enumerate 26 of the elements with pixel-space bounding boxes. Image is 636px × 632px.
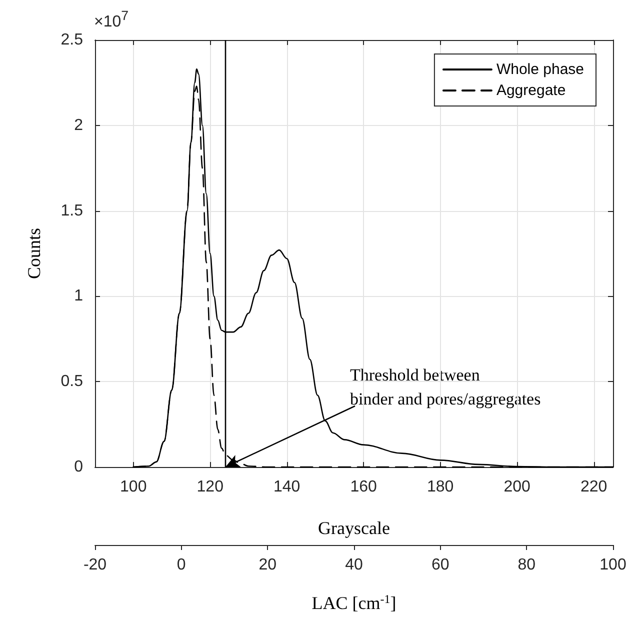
x-tick-label: 160 bbox=[350, 478, 378, 496]
x2-tick-label: 20 bbox=[258, 556, 277, 574]
x-tick-label: 200 bbox=[504, 478, 531, 496]
y-tick-label: 2 bbox=[74, 116, 84, 134]
x-tick-label: 180 bbox=[426, 478, 454, 496]
y-tick-label: 0 bbox=[74, 458, 84, 476]
x-tick-label: 100 bbox=[120, 478, 147, 496]
y-axis-title: Counts bbox=[24, 228, 44, 280]
x2-tick-label: -20 bbox=[83, 556, 107, 574]
text: ×10$^{7}$ bbox=[94, 8, 129, 32]
x2-tick-label: 40 bbox=[345, 556, 363, 574]
y-tick-label: 2.5 bbox=[60, 32, 84, 48]
x2-tick-label: 60 bbox=[431, 556, 450, 574]
legend-label: Aggregate bbox=[496, 82, 566, 99]
legend-label: Whole phase bbox=[496, 61, 584, 78]
x-tick-label: 120 bbox=[196, 478, 224, 496]
x-tick-label: 220 bbox=[580, 478, 608, 496]
x2-tick-label: 80 bbox=[518, 556, 536, 574]
y-tick-label: 1 bbox=[74, 288, 84, 305]
x-tick-label: 140 bbox=[274, 478, 300, 496]
y-tick-label: 1.5 bbox=[60, 202, 84, 220]
annotation: Threshold between binder and pores/aggregates bbox=[350, 366, 541, 408]
x2-tick-label: 0 bbox=[176, 556, 186, 574]
x2-tick-label: 100 bbox=[600, 556, 626, 574]
y-tick-label: 0.5 bbox=[60, 373, 84, 390]
x-axis-title: Grayscale bbox=[318, 518, 390, 538]
